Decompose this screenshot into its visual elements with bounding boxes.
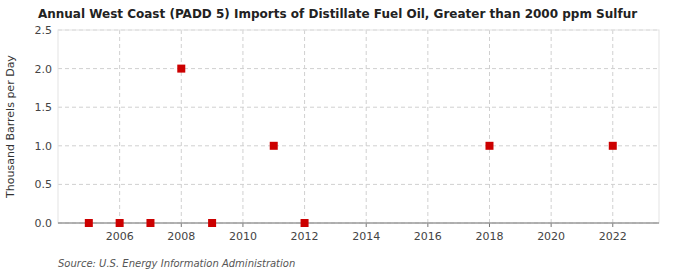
- point: [116, 219, 124, 227]
- axes: 0.0 0.5 1.0 1.5 2.0 2.5 2006 2008 2010 2012 2014 20…: [35, 24, 660, 243]
- x-grid-line: [489, 30, 490, 223]
- plot-frame: [58, 30, 659, 223]
- x-tick: [427, 223, 428, 227]
- x-grid-line: [427, 30, 428, 223]
- x-tick: [551, 223, 552, 227]
- x-grid-line: [181, 30, 182, 223]
- y-grid-line: [58, 68, 659, 69]
- x-grid-line: [551, 30, 552, 223]
- x-tick-label: 2016: [414, 230, 442, 243]
- background: [0, 0, 675, 275]
- x-grid-line: [304, 30, 305, 223]
- point: [208, 219, 216, 227]
- x-tick-label: 2008: [167, 230, 195, 243]
- y-grid-line: [58, 184, 659, 185]
- point: [301, 219, 309, 227]
- x-tick: [242, 223, 243, 227]
- y-tick-label: 2.0: [35, 63, 53, 76]
- y-tick-label: 0.5: [35, 178, 53, 191]
- x-tick-label: 2012: [291, 230, 319, 243]
- y-tick-label: 0.0: [35, 217, 53, 230]
- y-grid-line: [58, 107, 659, 108]
- point: [146, 219, 154, 227]
- chart: Annual West Coast (PADD 5) Imports of Di…: [0, 0, 675, 275]
- data-points: [85, 65, 617, 227]
- y-tick-label: 2.5: [35, 24, 53, 37]
- y-grid-line: [58, 145, 659, 146]
- grid: [58, 30, 659, 223]
- x-tick: [181, 223, 182, 227]
- x-tick-label: 2018: [475, 230, 503, 243]
- point: [609, 142, 617, 150]
- y-tick-label: 1.5: [35, 101, 53, 114]
- source-note: Source: U.S. Energy Information Administ…: [58, 258, 295, 269]
- x-grid-line: [612, 30, 613, 223]
- x-tick-label: 2022: [599, 230, 627, 243]
- x-tick: [612, 223, 613, 227]
- x-grid-line: [366, 30, 367, 223]
- x-tick-label: 2020: [537, 230, 565, 243]
- x-tick: [489, 223, 490, 227]
- x-grid-line: [242, 30, 243, 223]
- point: [270, 142, 278, 150]
- y-tick-label: 1.0: [35, 140, 53, 153]
- x-tick-label: 2014: [352, 230, 380, 243]
- point: [177, 65, 185, 73]
- point: [85, 219, 93, 227]
- x-grid-line: [119, 30, 120, 223]
- y-axis-label: Thousand Barrels per Day: [4, 55, 17, 199]
- x-tick-label: 2006: [106, 230, 134, 243]
- x-tick-label: 2010: [229, 230, 257, 243]
- point: [485, 142, 493, 150]
- title: Annual West Coast (PADD 5) Imports of Di…: [38, 7, 637, 21]
- x-tick: [366, 223, 367, 227]
